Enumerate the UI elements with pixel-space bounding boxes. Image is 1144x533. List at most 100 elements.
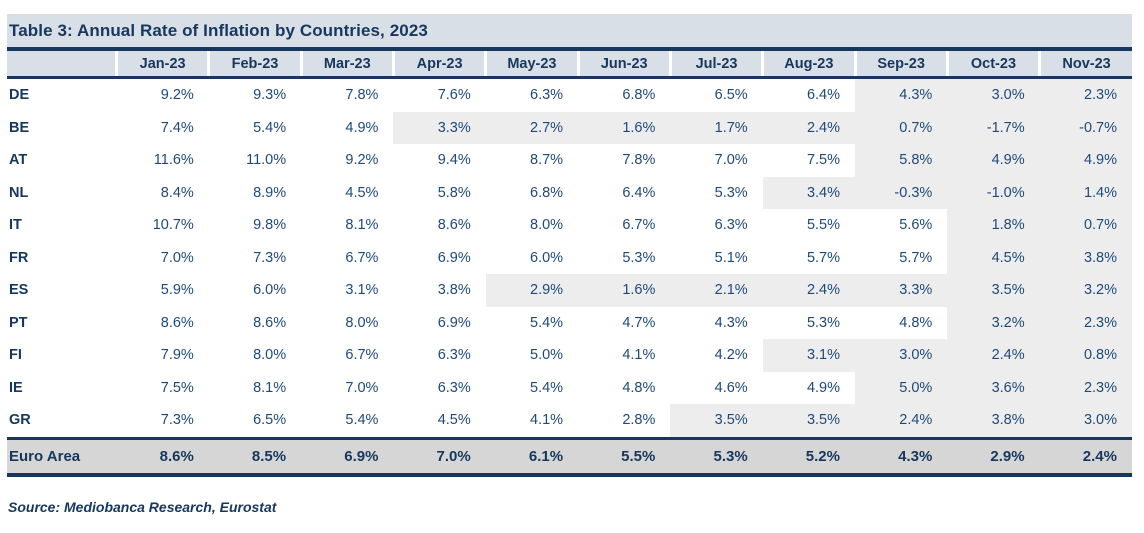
row-label-it: IT — [9, 217, 22, 234]
cell-euro-area-oct-23: 2.9% — [990, 447, 1025, 465]
row-label-ie: IE — [9, 379, 23, 396]
cell-ie-mar-23: 7.0% — [345, 379, 379, 396]
cell-at-sep-23: 5.8% — [855, 144, 948, 177]
column-header-feb-23: Feb-23 — [207, 51, 302, 79]
cell-at-aug-23: 7.5% — [806, 152, 840, 169]
table-row-es: ES 5.9% 6.0% 3.1% 3.8% 2.9% 1.6% 2.1% 2.4% 3.3% 3.… — [7, 274, 1132, 307]
cell-de-jun-23: 6.8% — [622, 87, 656, 104]
cell-nl-jun-23: 6.4% — [622, 184, 656, 201]
cell-gr-apr-23: 4.5% — [437, 412, 471, 429]
cell-ie-jul-23: 4.6% — [714, 379, 748, 396]
cell-es-apr-23: 3.8% — [437, 282, 471, 299]
cell-euro-area-jun-23: 5.5% — [621, 447, 656, 465]
cell-de-mar-23: 7.8% — [345, 87, 379, 104]
cell-fi-jun-23: 4.1% — [622, 347, 656, 364]
cell-fr-may-23: 6.0% — [530, 249, 564, 266]
cell-pt-jul-23: 4.3% — [714, 314, 748, 331]
cell-it-jul-23: 6.3% — [714, 217, 748, 234]
cell-it-apr-23: 8.6% — [437, 217, 471, 234]
cell-gr-jan-23: 7.3% — [160, 412, 194, 429]
cell-fr-jan-23: 7.0% — [160, 249, 194, 266]
cell-fr-apr-23: 6.9% — [437, 249, 471, 266]
cell-ie-apr-23: 6.3% — [437, 379, 471, 396]
cell-de-nov-23: 2.3% — [1039, 77, 1132, 112]
cell-at-nov-23: 4.9% — [1039, 144, 1132, 177]
cell-fi-sep-23: 3.0% — [855, 339, 948, 372]
table-row-gr: GR 7.3% 6.5% 5.4% 4.5% 4.1% 2.8% 3.5% 3.5% 2.4% 3.… — [7, 404, 1132, 438]
cell-es-jul-23: 2.1% — [670, 274, 763, 307]
table-container: Table 3: Annual Rate of Inflation by Cou… — [7, 14, 1132, 515]
cell-fi-may-23: 5.0% — [530, 347, 564, 364]
cell-at-may-23: 8.7% — [530, 152, 564, 169]
inflation-table: Jan-23 Feb-23 Mar-23 Apr-23 May-23 Jun-23 Jul-… — [7, 51, 1132, 477]
column-header-jun-23: Jun-23 — [576, 51, 671, 79]
cell-ie-jun-23: 4.8% — [622, 379, 656, 396]
cell-nl-jan-23: 8.4% — [160, 184, 194, 201]
cell-be-mar-23: 4.9% — [345, 119, 379, 136]
table-row-euro-area: Euro Area 8.6% 8.5% 6.9% 7.0% 6.1% 5.5% 5.3% 5.… — [7, 438, 1132, 475]
cell-pt-feb-23: 8.6% — [253, 314, 287, 331]
row-label-nl: NL — [9, 184, 29, 201]
row-label-pt: PT — [9, 314, 28, 331]
cell-it-jan-23: 10.7% — [152, 217, 194, 234]
cell-it-may-23: 8.0% — [530, 217, 564, 234]
cell-de-aug-23: 6.4% — [806, 87, 840, 104]
table-row-fi: FI 7.9% 8.0% 6.7% 6.3% 5.0% 4.1% 4.2% 3.1% 3.0% 2.… — [7, 339, 1132, 372]
cell-de-apr-23: 7.6% — [437, 87, 471, 104]
table-header: Jan-23 Feb-23 Mar-23 Apr-23 May-23 Jun-23 Jul-… — [7, 51, 1132, 79]
cell-ie-feb-23: 8.1% — [253, 379, 287, 396]
cell-gr-nov-23: 3.0% — [1039, 404, 1132, 438]
cell-es-jan-23: 5.9% — [160, 282, 194, 299]
cell-de-may-23: 6.3% — [530, 87, 564, 104]
cell-nl-oct-23: -1.0% — [947, 176, 1040, 209]
cell-euro-area-sep-23: 4.3% — [898, 447, 933, 465]
table-row-ie: IE 7.5% 8.1% 7.0% 6.3% 5.4% 4.8% 4.6% 4.9% 5.0% 3.… — [7, 371, 1132, 404]
cell-fr-feb-23: 7.3% — [253, 249, 287, 266]
cell-it-oct-23: 1.8% — [947, 209, 1040, 242]
cell-it-mar-23: 8.1% — [345, 217, 379, 234]
row-label-at: AT — [9, 152, 28, 169]
cell-es-jun-23: 1.6% — [578, 274, 671, 307]
column-header-nov-23: Nov-23 — [1038, 51, 1132, 79]
cell-it-sep-23: 5.6% — [899, 217, 933, 234]
cell-fr-aug-23: 5.7% — [806, 249, 840, 266]
cell-gr-oct-23: 3.8% — [947, 404, 1040, 438]
cell-pt-mar-23: 8.0% — [345, 314, 379, 331]
cell-euro-area-mar-23: 6.9% — [344, 447, 379, 465]
cell-fi-feb-23: 8.0% — [253, 347, 287, 364]
cell-es-feb-23: 6.0% — [253, 282, 287, 299]
cell-ie-nov-23: 2.3% — [1039, 371, 1132, 404]
cell-fi-apr-23: 6.3% — [437, 347, 471, 364]
cell-at-oct-23: 4.9% — [947, 144, 1040, 177]
cell-be-oct-23: -1.7% — [947, 111, 1040, 144]
column-header-may-23: May-23 — [484, 51, 579, 79]
table-row-it: IT 10.7% 9.8% 8.1% 8.6% 8.0% 6.7% 6.3% 5.5% 5.6% 1… — [7, 209, 1132, 242]
cell-at-apr-23: 9.4% — [437, 152, 471, 169]
column-header-aug-23: Aug-23 — [761, 51, 855, 79]
cell-gr-may-23: 4.1% — [530, 412, 564, 429]
cell-es-aug-23: 2.4% — [762, 274, 855, 307]
column-header-oct-23: Oct-23 — [945, 51, 1040, 79]
cell-at-mar-23: 9.2% — [345, 152, 379, 169]
cell-fi-nov-23: 0.8% — [1039, 339, 1132, 372]
cell-de-sep-23: 4.3% — [855, 77, 948, 112]
row-label-be: BE — [9, 119, 30, 136]
cell-fr-mar-23: 6.7% — [345, 249, 379, 266]
cell-de-jul-23: 6.5% — [714, 87, 748, 104]
cell-at-jan-23: 11.6% — [153, 152, 194, 169]
cell-be-jan-23: 7.4% — [160, 119, 194, 136]
cell-at-jun-23: 7.8% — [622, 152, 656, 169]
cell-gr-feb-23: 6.5% — [253, 412, 287, 429]
cell-nl-apr-23: 5.8% — [437, 184, 471, 201]
cell-es-oct-23: 3.5% — [947, 274, 1040, 307]
cell-es-mar-23: 3.1% — [345, 282, 379, 299]
cell-fr-nov-23: 3.8% — [1039, 241, 1132, 274]
cell-pt-jan-23: 8.6% — [160, 314, 194, 331]
cell-be-sep-23: 0.7% — [855, 111, 948, 144]
cell-at-jul-23: 7.0% — [714, 152, 748, 169]
cell-ie-may-23: 5.4% — [530, 379, 564, 396]
table-row-nl: NL 8.4% 8.9% 4.5% 5.8% 6.8% 6.4% 5.3% 3.4% -0.3% -… — [7, 176, 1132, 209]
corner-cell — [7, 51, 117, 79]
table-row-de: DE 9.2% 9.3% 7.8% 7.6% 6.3% 6.8% 6.5% 6.4% 4.3% 3.… — [7, 77, 1132, 112]
